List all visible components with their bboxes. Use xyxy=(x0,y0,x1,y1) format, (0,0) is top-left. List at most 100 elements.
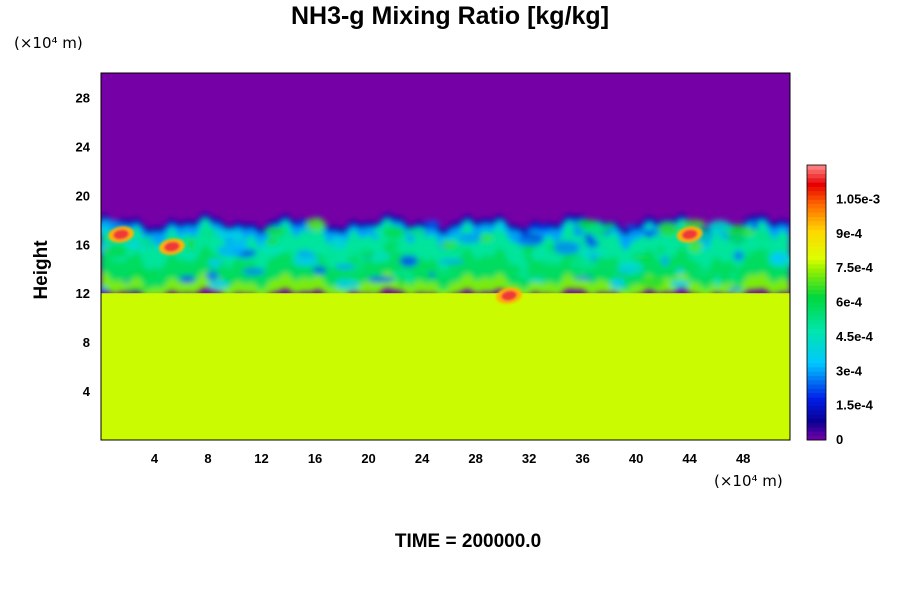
eddy-blob xyxy=(675,268,685,275)
eddy-blob xyxy=(498,221,506,233)
eddy-blob xyxy=(372,251,391,263)
x-tick-label: 44 xyxy=(682,451,697,466)
colorbar-segment xyxy=(807,246,826,252)
colorbar-segment xyxy=(807,336,826,342)
eddy-blob xyxy=(743,229,756,236)
eddy-blob xyxy=(424,220,440,228)
eddy-blob xyxy=(129,271,157,278)
eddy-blob xyxy=(655,246,665,255)
eddy-blob xyxy=(205,270,219,281)
eddy-blob xyxy=(599,264,615,271)
colorbar-segment xyxy=(807,388,826,394)
time-readout: TIME = 200000.0 xyxy=(0,531,900,553)
colorbar-segment xyxy=(807,165,826,170)
eddy-blob xyxy=(707,220,732,234)
colorbar-segment xyxy=(807,328,826,333)
y-tick-label: 12 xyxy=(76,286,90,301)
eddy-blob xyxy=(138,236,154,247)
eddy-blob xyxy=(625,224,636,229)
eddy-blob xyxy=(646,276,664,289)
y-tick-label: 8 xyxy=(83,335,90,350)
eddy-blob xyxy=(631,254,653,260)
eddy-blob xyxy=(636,229,661,234)
colorbar-segment xyxy=(807,332,826,338)
colorbar-segment xyxy=(807,315,826,321)
eddy-blob xyxy=(101,285,108,293)
colorbar-segment xyxy=(807,169,826,174)
colorbar-segment xyxy=(807,431,826,437)
high-concentration-cells xyxy=(108,226,703,304)
eddy-blob xyxy=(242,268,265,276)
colorbar-segment xyxy=(807,354,826,359)
colorbar-segment xyxy=(807,255,826,260)
eddy-blob xyxy=(517,271,530,278)
eddy-blob xyxy=(179,275,196,284)
colorbar-segment xyxy=(807,182,826,187)
time-value: 200000.0 xyxy=(461,531,542,552)
colorbar-segment xyxy=(807,397,826,402)
eddy-blob xyxy=(433,269,457,277)
colorbar-segment xyxy=(807,435,826,441)
eddy-blob xyxy=(457,232,482,244)
colorbar-segment xyxy=(807,259,826,265)
eddy-blob xyxy=(329,236,347,251)
eddy-blob xyxy=(687,274,697,280)
colorbar-segment xyxy=(807,186,826,192)
eddy-blob xyxy=(334,278,361,290)
colorbar-segment xyxy=(807,414,826,419)
colorbar-segment xyxy=(807,405,826,411)
eddy-blob xyxy=(733,250,745,261)
eddy-blob xyxy=(438,237,462,242)
colorbar-segment xyxy=(807,177,826,183)
colorbar-segment xyxy=(807,203,826,209)
eddy-blob xyxy=(670,279,690,289)
colorbar-segment xyxy=(807,272,826,278)
eddy-blob xyxy=(406,227,427,238)
eddy-blob xyxy=(335,264,356,270)
colorbar-segment xyxy=(807,298,826,303)
colorbar-segment xyxy=(807,422,826,428)
peak-cell-core xyxy=(113,229,129,240)
x-tick-label: 4 xyxy=(151,451,159,466)
colorbar-segment xyxy=(807,293,826,299)
colorbar-segment xyxy=(807,199,826,205)
x-tick-label: 32 xyxy=(522,451,536,466)
eddy-blob xyxy=(187,237,195,251)
eddy-blob xyxy=(544,259,552,267)
x-tick-label: 16 xyxy=(308,451,322,466)
eddy-blob xyxy=(265,226,286,236)
eddy-blob xyxy=(527,277,547,283)
y-tick-label: 24 xyxy=(76,139,91,154)
colorbar: 0 1.5e-4 3e-4 4.5e-4 6e-4 7.5e-4 9e-4 1.05e-3 xyxy=(806,164,880,447)
colorbar-segment xyxy=(807,319,826,325)
eddy-blob xyxy=(264,238,280,245)
eddy-blob xyxy=(217,244,244,257)
eddy-blob xyxy=(124,287,150,292)
colorbar-segment xyxy=(807,216,826,222)
eddy-blob xyxy=(243,245,260,251)
eddy-blob xyxy=(312,266,327,275)
eddy-blob xyxy=(305,218,326,231)
eddy-blob xyxy=(728,287,743,292)
colorbar-segment xyxy=(807,358,826,364)
colorbar-segment xyxy=(807,345,826,351)
eddy-blob xyxy=(263,244,290,254)
colorbar-segment xyxy=(807,242,826,248)
colorbar-segment xyxy=(807,233,826,239)
eddy-blob xyxy=(384,240,400,250)
eddy-blob xyxy=(729,231,746,245)
eddy-blob xyxy=(397,274,405,288)
peak-cell-core xyxy=(681,229,698,240)
x-axis-unit: (×10⁴ m) xyxy=(714,472,783,490)
eddy-blob xyxy=(769,251,788,265)
eddy-blob xyxy=(438,259,465,264)
y-axis-unit: (×10⁴ m) xyxy=(14,34,83,52)
colorbar-segment xyxy=(807,371,826,376)
colorbar-frame xyxy=(806,164,827,441)
x-tick-label: 8 xyxy=(204,451,211,466)
colorbar-segment xyxy=(807,427,826,432)
colorbar-segment xyxy=(807,229,826,235)
eddy-blob xyxy=(208,258,223,267)
colorbar-segment xyxy=(807,195,826,200)
